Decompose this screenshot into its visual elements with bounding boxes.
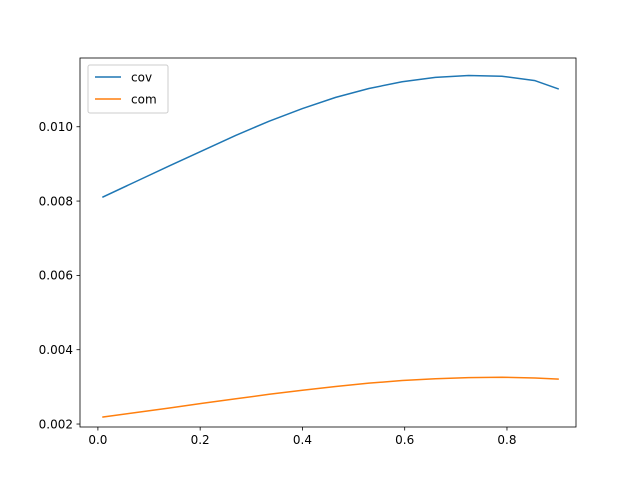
x-tick-label: 0.2	[191, 433, 210, 447]
series-layer	[102, 74, 560, 418]
axes-layer: 0.0 0.2 0.4 0.6 0.8 0.002 0.004 0.006 0.008 0.010	[39, 57, 577, 447]
legend: cov com	[87, 64, 169, 114]
series-line-com	[102, 376, 559, 418]
legend-label-com: com	[131, 92, 157, 106]
series-line-cov	[102, 74, 560, 198]
x-tick-label: 0.4	[293, 433, 312, 447]
plot-frame	[79, 57, 577, 428]
y-tick-label: 0.008	[39, 194, 73, 208]
legend-label-cov: cov	[131, 70, 152, 84]
x-tick-label: 0.8	[497, 433, 516, 447]
y-tick-label: 0.010	[39, 120, 73, 134]
x-tick-label: 0.0	[88, 433, 107, 447]
y-tick-label: 0.002	[39, 417, 73, 431]
x-tick-label: 0.6	[395, 433, 414, 447]
y-tick-label: 0.006	[39, 269, 73, 283]
y-tick-label: 0.004	[39, 343, 73, 357]
